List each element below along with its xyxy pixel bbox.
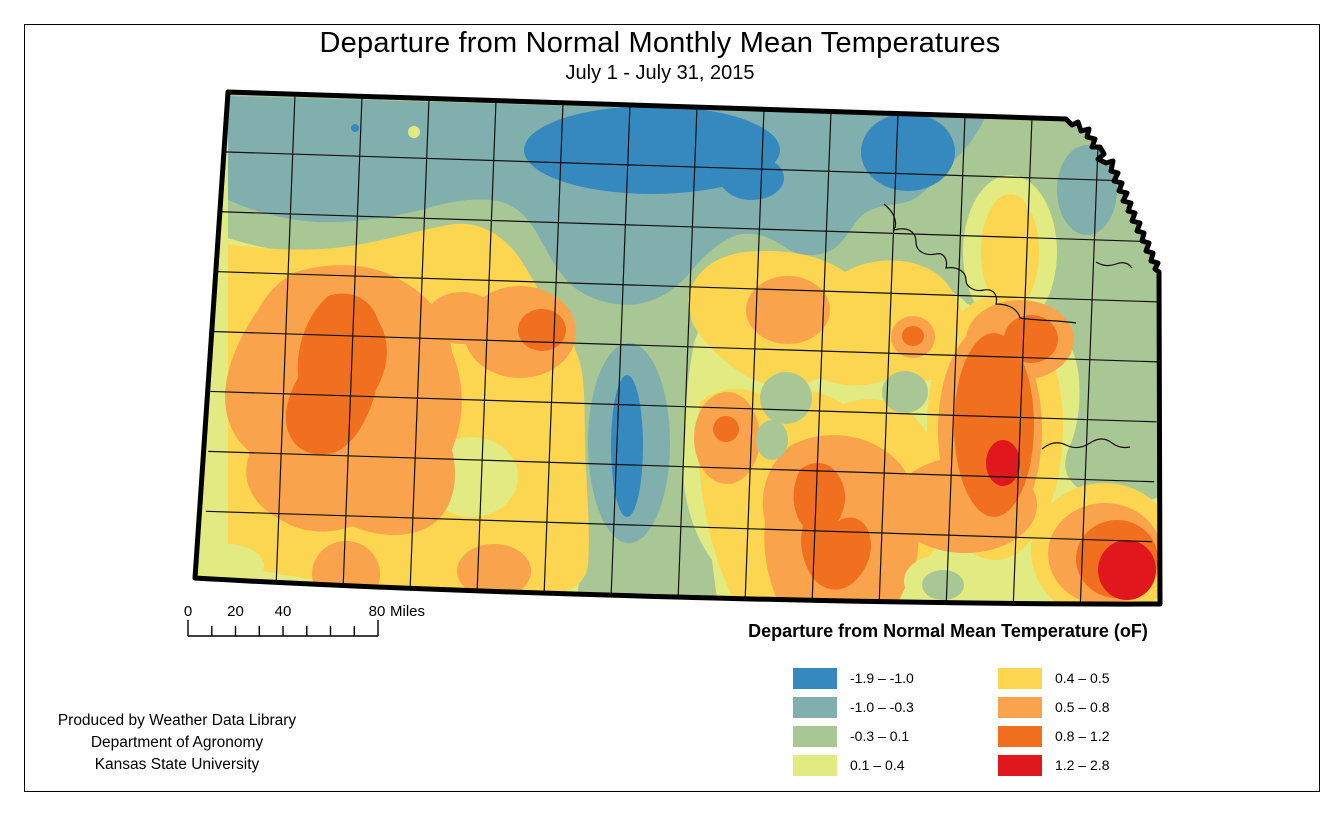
legend-swatch <box>793 726 837 747</box>
legend-item: 0.8 – 1.2 <box>998 726 1110 747</box>
scale-bar: 0 20 40 80 Miles <box>184 603 425 637</box>
legend-item: -0.3 – 0.1 <box>793 726 914 747</box>
legend-label: 0.1 – 0.4 <box>850 757 905 773</box>
legend-item: 0.5 – 0.8 <box>998 697 1110 718</box>
legend-item: 0.4 – 0.5 <box>998 668 1110 689</box>
legend-swatch <box>998 726 1042 747</box>
legend-label: 1.2 – 2.8 <box>1055 757 1110 773</box>
legend-label: 0.4 – 0.5 <box>1055 670 1110 686</box>
legend-label: 0.8 – 1.2 <box>1055 728 1110 744</box>
legend-swatch <box>998 755 1042 776</box>
legend-swatch <box>793 697 837 718</box>
band-neg0-3-to-0-1-patches <box>756 371 964 600</box>
legend-item: 0.1 – 0.4 <box>793 755 914 776</box>
map-title: Departure from Normal Monthly Mean Tempe… <box>319 27 1001 59</box>
legend-item: -1.9 – -1.0 <box>793 668 914 689</box>
outer-border <box>24 24 1320 792</box>
scale-unit: Miles <box>390 603 425 620</box>
legend-item: 1.2 – 2.8 <box>998 755 1110 776</box>
map-subtitle: July 1 - July 31, 2015 <box>565 62 755 84</box>
temperature-surface <box>195 92 1160 605</box>
band-neg1-9-to-neg1-0 <box>351 106 955 517</box>
river-boundary-kansas-river <box>883 203 1077 324</box>
legend-label: -0.3 – 0.1 <box>850 728 910 744</box>
legend-label: -1.9 – -1.0 <box>850 670 914 686</box>
credit-line: Department of Agronomy <box>90 734 264 751</box>
legend-swatch <box>793 755 837 776</box>
legend-column-negative: -1.9 – -1.0 -1.0 – -0.3 -0.3 – 0.1 0.1 –… <box>793 668 914 776</box>
legend-label: 0.5 – 0.8 <box>1055 699 1110 715</box>
legend-item: -1.0 – -0.3 <box>793 697 914 718</box>
band-neg0-3-to-0-1 <box>228 92 1160 605</box>
credits: Produced by Weather Data Library Departm… <box>26 710 328 776</box>
river-boundary-southeast <box>1041 438 1131 450</box>
legend-column-positive: 0.4 – 0.5 0.5 – 0.8 0.8 – 1.2 1.2 – 2.8 <box>998 668 1110 776</box>
legend-swatch <box>998 668 1042 689</box>
legend-swatch <box>793 668 837 689</box>
scale-label-20: 20 <box>227 603 244 620</box>
state-outline <box>192 89 1163 607</box>
legend-title: Departure from Normal Mean Temperature (… <box>748 621 1148 641</box>
scale-label-40: 40 <box>275 603 292 620</box>
scale-label-80: 80 <box>369 603 386 620</box>
band-1-2-to-2-8 <box>986 440 1156 600</box>
scale-label-0: 0 <box>184 603 192 620</box>
credit-line: Produced by Weather Data Library <box>57 712 297 729</box>
credit-line: Kansas State University <box>94 756 260 773</box>
river-boundary-northeast <box>1095 261 1133 269</box>
legend-swatch <box>998 697 1042 718</box>
legend-label: -1.0 – -0.3 <box>850 699 914 715</box>
county-borders <box>205 92 1160 605</box>
